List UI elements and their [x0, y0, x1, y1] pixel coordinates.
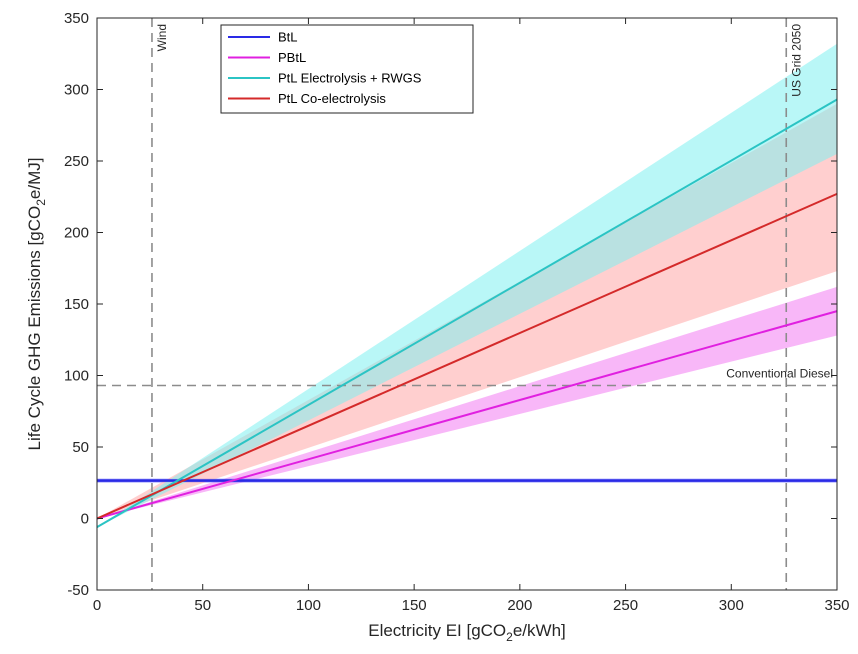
y-tick-label: 350: [64, 10, 89, 27]
y-tick-label: -50: [67, 582, 89, 599]
legend: BtL PBtL PtL Electrolysis + RWGS PtL Co-ele…: [220, 24, 474, 114]
series-line-ptl-electrolysis-rwgs: [96, 98, 838, 528]
ref-label-us-grid-2050: US Grid 2050: [789, 24, 803, 97]
y-tick-label: 200: [64, 225, 89, 242]
x-tick-label: 0: [93, 597, 101, 614]
y-tick-label: 0: [81, 511, 89, 528]
x-tick-label: 150: [402, 597, 427, 614]
legend-label-ptl-co-electrolysis: PtL Co-electrolysis: [278, 91, 386, 106]
y-axis-label-unit: e/MJ]: [25, 158, 44, 200]
x-axis-label-subscript: 2: [506, 630, 513, 644]
series-line-ptl-co-electrolysis: [96, 192, 838, 520]
x-tick-label: 300: [719, 597, 744, 614]
x-tick-label: 350: [824, 597, 849, 614]
y-tick-label: 100: [64, 368, 89, 385]
legend-label-btl: BtL: [278, 30, 298, 45]
legend-label-ptl-electrolysis-rwgs: PtL Electrolysis + RWGS: [278, 71, 422, 86]
x-axis-label: Electricity EI [gCO2e/kWh]: [368, 621, 566, 644]
reference-line-labels: Wind US Grid 2050 Conventional Diesel: [155, 24, 833, 381]
y-axis-label-subscript: 2: [34, 199, 48, 206]
ref-label-conventional-diesel: Conventional Diesel: [726, 367, 833, 381]
x-tick-label: 200: [507, 597, 532, 614]
x-axis-label-main: Electricity EI [gCO: [368, 621, 506, 640]
series-lines: [96, 98, 838, 528]
axis-ticks: 0 50 100 150 200 250 300 350-500501001502002503…: [64, 10, 850, 614]
ref-label-wind: Wind: [155, 24, 169, 51]
series-line-pbtl: [96, 310, 838, 520]
x-axis-label-unit: e/kWh]: [513, 621, 566, 640]
band-ptl-electrolysis-rwgs: [97, 43, 837, 528]
reference-lines: [97, 18, 837, 590]
legend-label-pbtl: PBtL: [278, 50, 306, 65]
x-tick-label: 50: [194, 597, 211, 614]
x-tick-label: 250: [613, 597, 638, 614]
y-axis-label: Life Cycle GHG Emissions [gCO2e/MJ]: [25, 158, 48, 451]
y-tick-label: 300: [64, 82, 89, 99]
y-axis-label-main: Life Cycle GHG Emissions [gCO: [25, 206, 44, 451]
y-tick-label: 250: [64, 153, 89, 170]
y-tick-label: 50: [72, 439, 89, 456]
x-tick-label: 100: [296, 597, 321, 614]
y-tick-label: 150: [64, 296, 89, 313]
band-pbtl: [97, 286, 837, 519]
